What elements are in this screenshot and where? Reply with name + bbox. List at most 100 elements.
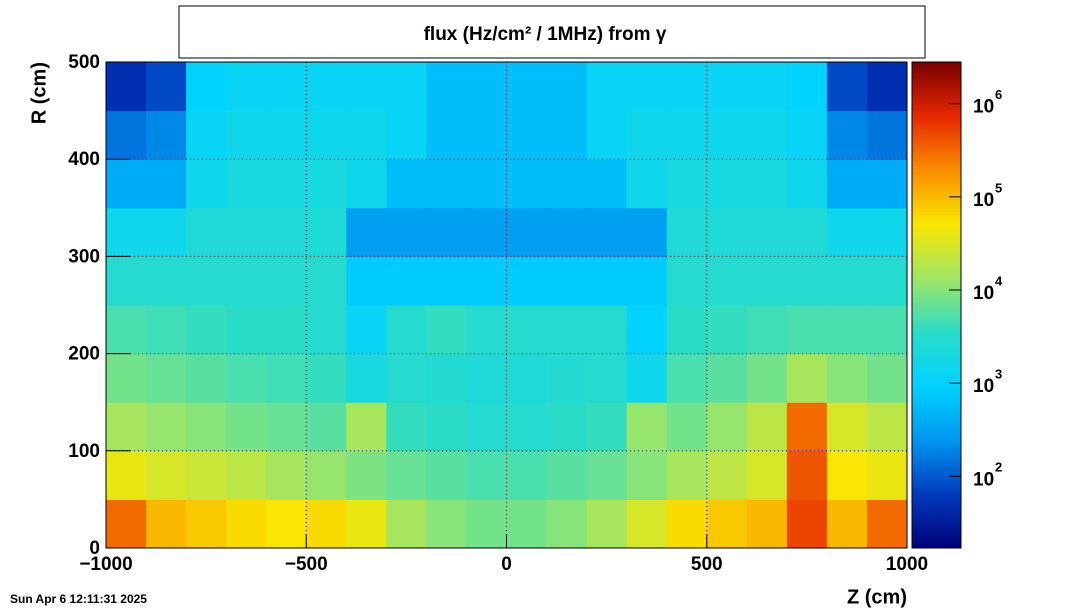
heatmap-cell xyxy=(746,402,788,452)
heatmap-cell xyxy=(426,450,467,500)
heatmap-cell xyxy=(626,207,668,257)
color-bar-label: 10 xyxy=(973,97,994,118)
heatmap-cell xyxy=(506,353,548,403)
heatmap-cell xyxy=(706,256,748,306)
heatmap-cell xyxy=(866,110,908,160)
heatmap-cell xyxy=(786,353,828,403)
heatmap-cell xyxy=(506,62,548,112)
heatmap-cell xyxy=(226,207,267,257)
heatmap-cell xyxy=(186,402,227,452)
heatmap-cell xyxy=(546,62,588,112)
heatmap-cell xyxy=(746,110,788,160)
heatmap-cell xyxy=(346,450,387,500)
heatmap-cell xyxy=(266,402,307,452)
heatmap-cell xyxy=(626,62,668,112)
heatmap-cell xyxy=(386,207,427,257)
heatmap-cell xyxy=(546,207,588,257)
heatmap-cell xyxy=(546,450,588,500)
heatmap-cell xyxy=(226,402,267,452)
heatmap-cell xyxy=(666,110,708,160)
heatmap-cell xyxy=(786,499,828,549)
heatmap-cell xyxy=(466,110,507,160)
heatmap-cell xyxy=(186,62,227,112)
heatmap-cell xyxy=(426,62,467,112)
color-bar-power: 6 xyxy=(995,87,1002,102)
color-bar-label: 10 xyxy=(973,283,994,304)
heatmap-cell xyxy=(746,159,788,209)
heatmap-cell xyxy=(266,207,307,257)
heatmap-cell xyxy=(186,256,227,306)
heatmap-cell xyxy=(786,256,828,306)
heatmap-cell xyxy=(266,450,307,500)
heatmap-cell xyxy=(626,159,668,209)
heatmap-cell xyxy=(346,207,387,257)
heatmap-cell xyxy=(706,110,748,160)
heatmap-cell xyxy=(586,305,628,355)
heatmap-cell xyxy=(626,305,668,355)
heatmap-cell xyxy=(346,305,387,355)
heatmap-cell xyxy=(826,62,868,112)
heatmap-cell xyxy=(866,207,908,257)
heatmap-cell xyxy=(386,256,427,306)
heatmap-cell xyxy=(306,62,347,112)
heatmap-cell xyxy=(106,62,147,112)
heatmap-cell xyxy=(866,402,908,452)
x-tick-label: 0 xyxy=(501,554,512,575)
heatmap-cell xyxy=(346,159,387,209)
heatmap-cell xyxy=(786,305,828,355)
heatmap-cell xyxy=(866,353,908,403)
heatmap-cell xyxy=(346,110,387,160)
heatmap-cell xyxy=(226,499,267,549)
heatmap-cell xyxy=(346,353,387,403)
heatmap-cell xyxy=(786,62,828,112)
heatmap-cell xyxy=(466,62,507,112)
heatmap-cell xyxy=(786,110,828,160)
heatmap-cell xyxy=(506,499,548,549)
x-tick-label: −1000 xyxy=(79,554,132,575)
x-tick-label: 500 xyxy=(691,554,723,575)
y-axis-title: R (cm) xyxy=(28,62,50,124)
heatmap-cell xyxy=(226,110,267,160)
color-bar-power: 3 xyxy=(995,367,1002,382)
heatmap-cell xyxy=(746,256,788,306)
heatmap-cell xyxy=(626,402,668,452)
heatmap-cell xyxy=(506,450,548,500)
heatmap-cell xyxy=(426,305,467,355)
heatmap-cell xyxy=(186,305,227,355)
heatmap-cell xyxy=(546,402,588,452)
heatmap-cell xyxy=(106,256,147,306)
heatmap-cell xyxy=(386,499,427,549)
heatmap-cell xyxy=(386,110,427,160)
heatmap-cell xyxy=(266,62,307,112)
y-tick-label: 400 xyxy=(68,149,100,170)
heatmap-cell xyxy=(466,159,507,209)
heatmap-cell xyxy=(826,110,868,160)
heatmap-cell xyxy=(386,159,427,209)
heatmap-cell xyxy=(146,256,187,306)
heatmap-cell xyxy=(786,159,828,209)
heatmap-cell xyxy=(346,62,387,112)
heatmap-cell xyxy=(106,499,147,549)
heatmap-cell xyxy=(866,62,908,112)
heatmap-cell xyxy=(666,402,708,452)
x-axis-title: Z (cm) xyxy=(847,586,907,608)
heatmap-cell xyxy=(706,207,748,257)
heatmap-cell xyxy=(586,499,628,549)
heatmap-cell xyxy=(106,353,147,403)
heatmap-cell xyxy=(586,402,628,452)
heatmap-cell xyxy=(866,450,908,500)
heatmap-cell xyxy=(666,256,708,306)
color-bar-label: 10 xyxy=(973,469,994,490)
heatmap-cell xyxy=(186,159,227,209)
heatmap-cell xyxy=(746,353,788,403)
x-tick-label: −500 xyxy=(285,554,328,575)
heatmap-cell xyxy=(546,353,588,403)
y-tick-label: 0 xyxy=(89,538,100,559)
heatmap-cell xyxy=(586,353,628,403)
color-bar xyxy=(911,61,962,549)
heatmap-cell xyxy=(706,450,748,500)
heatmap-cell xyxy=(706,353,748,403)
heatmap-cell xyxy=(626,110,668,160)
heatmap-cell xyxy=(866,499,908,549)
heatmap-cell xyxy=(826,402,868,452)
